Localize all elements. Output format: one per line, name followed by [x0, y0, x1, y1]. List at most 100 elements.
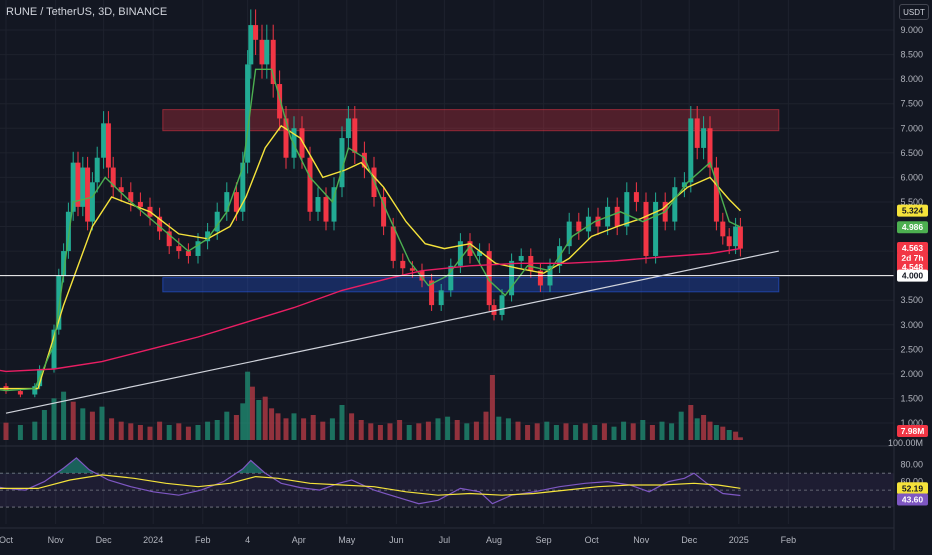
- volume-bar: [582, 423, 588, 440]
- candle-body: [390, 226, 396, 261]
- price-tick-label: 3.000: [900, 320, 923, 330]
- candle-body: [299, 128, 305, 158]
- candle-body: [429, 280, 435, 306]
- candle-body: [245, 64, 251, 163]
- volume-bar: [185, 426, 191, 440]
- volume-bar: [32, 421, 38, 440]
- price-badge: [897, 241, 928, 254]
- volume-bar: [611, 426, 617, 440]
- time-tick-label: Feb: [781, 535, 797, 545]
- candle-body: [701, 128, 707, 148]
- candle-body: [94, 157, 100, 183]
- candle-body: [585, 216, 591, 232]
- candle-body: [726, 236, 732, 247]
- time-tick-label: Apr: [292, 535, 306, 545]
- candle-body: [633, 192, 639, 202]
- volume-bar: [688, 405, 694, 440]
- candle-body: [270, 39, 276, 85]
- price-badge: [897, 204, 928, 217]
- price-tick-label: 8.000: [900, 74, 923, 84]
- volume-bar: [601, 423, 607, 440]
- price-badge-label: 4.563: [902, 243, 924, 253]
- volume-bar: [310, 415, 316, 440]
- candle-body: [653, 201, 659, 256]
- volume-bar: [358, 420, 364, 440]
- volume-bar: [269, 408, 275, 440]
- time-tick-label: Feb: [195, 535, 211, 545]
- price-tick-label: 2.000: [900, 369, 923, 379]
- candle-body: [101, 123, 107, 158]
- volume-bar: [256, 400, 262, 440]
- candle-body: [224, 192, 230, 212]
- volume-bar: [249, 386, 255, 440]
- candle-body: [233, 192, 239, 212]
- volume-bar: [137, 425, 143, 440]
- candle-body: [277, 84, 283, 119]
- candle-body: [89, 182, 95, 222]
- volume-bar: [707, 421, 713, 440]
- volume-bar: [659, 421, 665, 440]
- candle-body: [166, 231, 172, 247]
- volume-bar: [720, 426, 726, 440]
- candle-body: [409, 268, 415, 271]
- volume-bar: [195, 425, 201, 440]
- volume-bar: [694, 418, 700, 440]
- time-tick-label: 2024: [143, 535, 163, 545]
- candle-body: [157, 216, 163, 232]
- volume-bar: [630, 423, 636, 440]
- price-tick-label: 1.500: [900, 393, 923, 403]
- price-badge-label: 4.986: [902, 222, 924, 232]
- price-badge: [897, 425, 928, 437]
- candle-body: [537, 270, 543, 286]
- price-badge: [897, 482, 928, 495]
- volume-bar: [17, 425, 23, 440]
- candle-body: [467, 241, 473, 256]
- price-badge: [897, 221, 928, 234]
- candle-body: [32, 386, 38, 395]
- volume-bar: [464, 423, 470, 440]
- volume-bar: [166, 425, 172, 440]
- volume-bar: [592, 425, 598, 440]
- candle-body: [61, 251, 67, 276]
- candle-body: [331, 187, 337, 222]
- candle-body: [248, 25, 254, 65]
- candle-body: [240, 162, 246, 212]
- volume-bar: [454, 420, 460, 440]
- candle-body: [17, 391, 23, 395]
- volume-bar: [483, 411, 489, 440]
- candle-body: [491, 305, 497, 315]
- candle-body: [205, 231, 211, 242]
- time-tick-label: 2025: [729, 535, 749, 545]
- volume-bar: [387, 423, 393, 440]
- candle-body: [323, 197, 329, 222]
- volume-bar: [157, 421, 163, 440]
- price-badge: [897, 493, 928, 506]
- time-tick-label: Sep: [536, 535, 552, 545]
- candle-body: [448, 265, 454, 291]
- volume-bar: [89, 411, 95, 440]
- volume-bar: [147, 426, 153, 440]
- price-tick-label: 2.500: [900, 344, 923, 354]
- candle-body: [105, 123, 111, 168]
- candle-body: [733, 226, 739, 247]
- candle-body: [694, 118, 700, 148]
- candle-body: [707, 128, 713, 168]
- trendline: [5, 250, 779, 414]
- price-tick-label: 1.000: [900, 418, 923, 428]
- volume-bar: [176, 423, 182, 440]
- volume-bar: [563, 423, 569, 440]
- volume-bar: [262, 396, 268, 440]
- price-badge-label: 7.98M: [901, 426, 925, 436]
- volume-bar: [496, 416, 502, 440]
- volume-bar: [525, 425, 531, 440]
- volume-bar: [240, 403, 246, 440]
- candle-body: [195, 241, 201, 256]
- currency-tag[interactable]: USDT: [899, 4, 929, 20]
- price-badge: [897, 269, 928, 282]
- candle-body: [80, 167, 86, 207]
- time-tick-label: Jun: [389, 535, 404, 545]
- candle-body: [400, 260, 406, 269]
- candle-body: [339, 138, 345, 188]
